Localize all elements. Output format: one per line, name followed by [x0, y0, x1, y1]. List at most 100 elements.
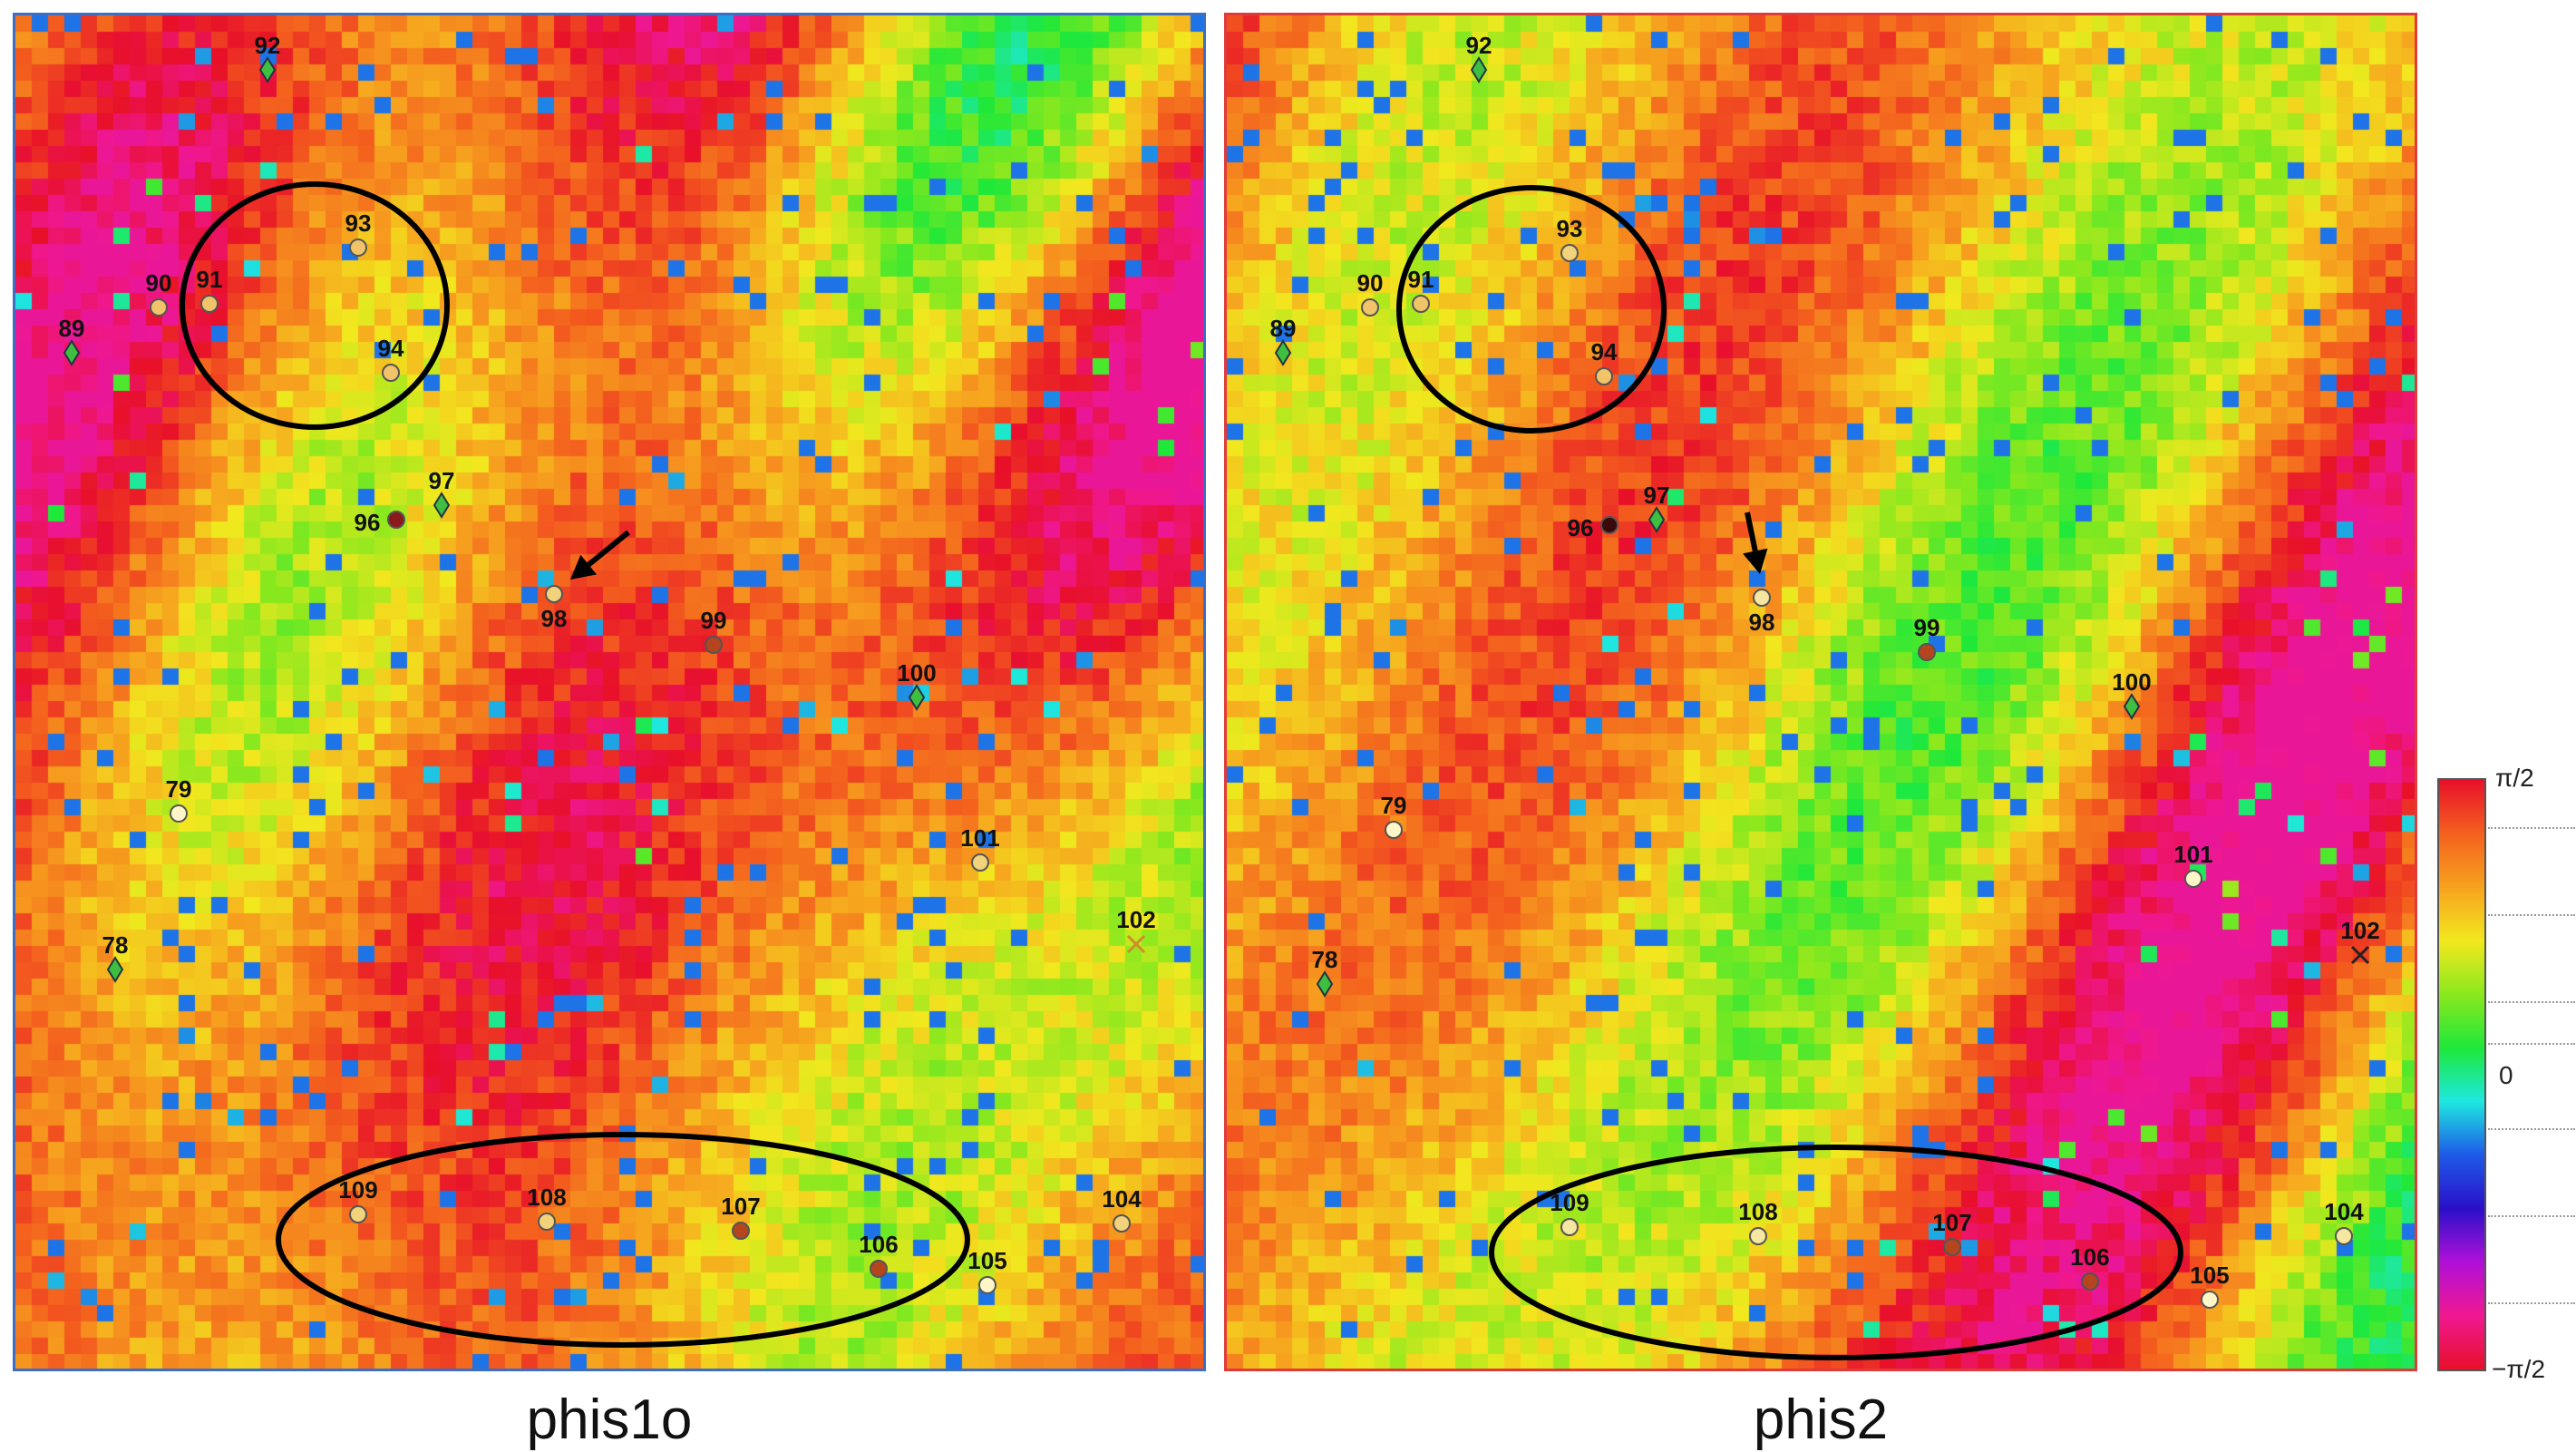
data-point-90: 90 [1357, 269, 1384, 317]
point-marker-circle [1560, 244, 1579, 262]
point-label: 96 [1568, 514, 1594, 541]
highlight-ellipse [276, 1132, 970, 1348]
point-marker-circle [870, 1260, 888, 1278]
point-label: 100 [2112, 668, 2151, 696]
phase-map-left: 92 93 90 91 89 94 97 96 98 99 100 79 101 102 78 109 108 1… [13, 13, 1206, 1371]
point-marker-circle [1560, 1218, 1579, 1236]
point-label: 97 [1644, 482, 1670, 509]
point-marker-circle [349, 1205, 367, 1223]
data-point-91: 91 [1408, 266, 1434, 313]
point-label: 106 [859, 1231, 898, 1258]
point-marker-circle [1600, 516, 1619, 534]
point-label: 105 [967, 1247, 1006, 1274]
point-label: 90 [146, 269, 172, 297]
arrow-shaft [1745, 512, 1758, 552]
point-marker-diamond [1648, 506, 1666, 533]
point-marker-circle [1753, 589, 1771, 607]
data-point-99: 99 [701, 607, 727, 654]
data-point-108: 108 [1738, 1198, 1778, 1245]
data-point-89: 89 [59, 315, 85, 366]
point-marker-circle [387, 511, 405, 529]
point-marker-circle [732, 1222, 750, 1240]
data-point-93: 93 [1557, 215, 1583, 262]
point-label: 101 [2173, 841, 2212, 868]
data-point-97: 97 [429, 467, 454, 519]
colorbar-max-label: π/2 [2495, 764, 2534, 792]
point-marker-circle [170, 804, 188, 823]
point-label: 78 [102, 931, 129, 959]
point-marker-diamond [106, 956, 124, 983]
data-point-109: 109 [338, 1176, 378, 1223]
point-marker-circle [705, 636, 723, 654]
data-point-106: 106 [859, 1231, 899, 1278]
point-label: 99 [1914, 614, 1940, 641]
colorbar [2437, 778, 2486, 1371]
point-label: 102 [2340, 917, 2379, 944]
point-label: 108 [1738, 1198, 1777, 1225]
point-marker-circle [538, 1213, 556, 1231]
colorbar-min-label: −π/2 [2492, 1355, 2546, 1383]
point-label: 90 [1357, 269, 1384, 297]
point-label: 94 [378, 335, 404, 362]
point-label: 109 [338, 1176, 377, 1204]
heatmap-canvas-left [15, 15, 1203, 1369]
overlay-left: 92 93 90 91 89 94 97 96 98 99 100 79 101 102 78 109 108 1… [59, 32, 1156, 1348]
data-point-107: 107 [721, 1193, 761, 1240]
point-marker-circle [1749, 1227, 1767, 1245]
point-label: 91 [197, 266, 223, 293]
point-label: 99 [701, 607, 727, 634]
data-point-79: 79 [1381, 792, 1407, 839]
point-label: 92 [1466, 32, 1492, 59]
data-point-107: 107 [1932, 1209, 1972, 1256]
colorbar-grid-line [2488, 1043, 2575, 1045]
point-label: 79 [1381, 792, 1407, 819]
point-label: 91 [1408, 266, 1434, 293]
data-point-101: 101 [2173, 841, 2213, 888]
data-point-100: 100 [2112, 668, 2152, 720]
data-point-93: 93 [345, 210, 371, 257]
point-marker-circle [1412, 295, 1430, 313]
point-label: 108 [527, 1184, 566, 1211]
point-marker-diamond [1274, 339, 1292, 366]
point-marker-circle [978, 1276, 996, 1294]
data-point-108: 108 [527, 1184, 567, 1231]
data-point-97: 97 [1644, 482, 1670, 533]
point-marker-circle [1918, 643, 1936, 661]
point-label: 104 [2324, 1198, 2364, 1225]
data-point-106: 106 [2070, 1243, 2110, 1291]
point-marker-circle [1361, 298, 1379, 317]
data-point-102: 102 [1116, 906, 1156, 954]
colorbar-grid-line [2488, 1215, 2575, 1217]
point-marker-diamond [433, 492, 451, 519]
point-label: 101 [960, 824, 999, 852]
colorbar-grid-line [2488, 1001, 2575, 1003]
data-point-104: 104 [2324, 1198, 2364, 1245]
point-label: 100 [897, 659, 936, 687]
data-point-94: 94 [1591, 338, 1618, 385]
caption-right: phis2 [1753, 1389, 1889, 1451]
data-point-92: 92 [255, 32, 280, 83]
point-label: 89 [59, 315, 85, 342]
point-label: 96 [355, 509, 381, 536]
point-label: 107 [721, 1193, 760, 1220]
point-marker-circle [2201, 1291, 2219, 1309]
point-label: 93 [1557, 215, 1583, 242]
point-label: 94 [1591, 338, 1618, 365]
point-label: 109 [1550, 1189, 1589, 1216]
data-point-92: 92 [1466, 32, 1492, 83]
colorbar-mid-label: 0 [2499, 1061, 2513, 1089]
caption-left: phis1o [526, 1389, 693, 1451]
point-marker-diamond [1316, 970, 1334, 998]
colorbar-grid-line [2488, 1302, 2575, 1304]
point-marker-circle [150, 298, 168, 317]
data-point-109: 109 [1550, 1189, 1589, 1236]
point-label: 98 [541, 605, 568, 632]
arrow-head [570, 554, 598, 580]
point-marker-diamond [908, 684, 926, 711]
data-point-79: 79 [166, 775, 191, 823]
highlight-ellipse [180, 181, 450, 430]
data-point-105: 105 [967, 1247, 1007, 1294]
point-label: 78 [1312, 946, 1338, 973]
arrow-head [1743, 548, 1768, 574]
colorbar-grid-line [2488, 827, 2575, 829]
